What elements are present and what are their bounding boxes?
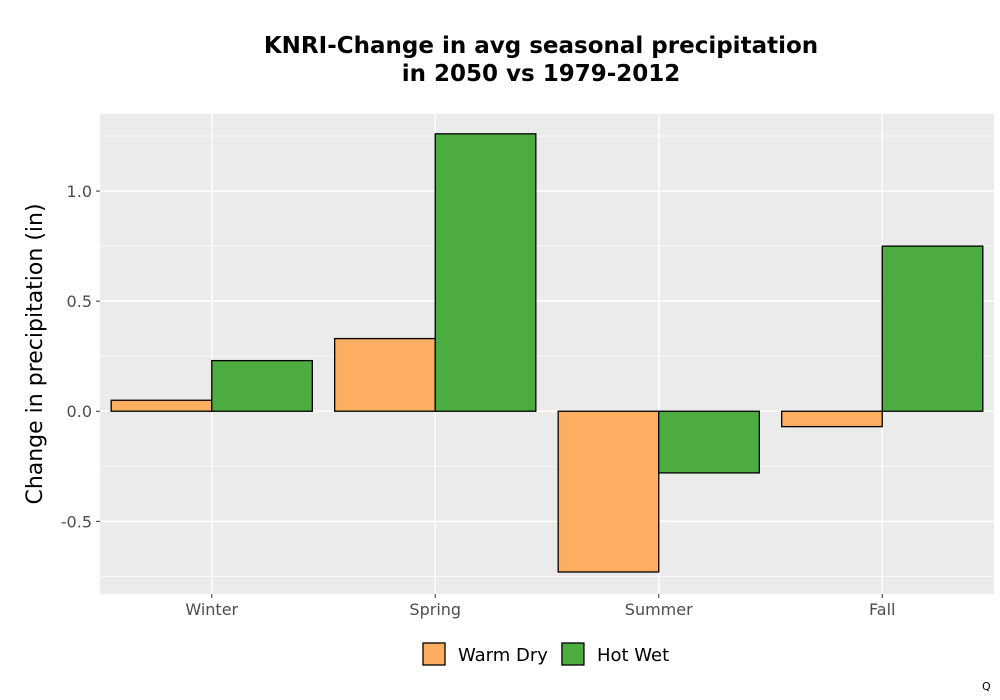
bar-fall-0 bbox=[781, 410, 883, 428]
chart-title-line-2: in 2050 vs 1979-2012 bbox=[402, 61, 681, 87]
y-tick-label: -0.5 bbox=[61, 512, 92, 531]
x-tick-label: Winter bbox=[185, 600, 238, 619]
legend-swatch bbox=[422, 642, 446, 666]
y-tick-label: 0.0 bbox=[67, 402, 92, 421]
x-tick-label: Summer bbox=[625, 600, 693, 619]
bar-spring-0 bbox=[334, 337, 436, 412]
plot-panel bbox=[100, 114, 994, 594]
legend-label: Warm Dry bbox=[458, 645, 548, 666]
chart-title: KNRI-Change in avg seasonal precipitatio… bbox=[264, 33, 818, 87]
legend-label: Hot Wet bbox=[597, 645, 669, 666]
bars bbox=[110, 133, 984, 573]
y-axis-title: Change in precipitation (in) bbox=[23, 203, 48, 504]
y-axis-ticks: -0.5 0.0 0.5 1.0 bbox=[61, 182, 100, 531]
y-tick-label: 0.5 bbox=[67, 292, 92, 311]
bar-spring-1 bbox=[434, 133, 537, 412]
bar-winter-0 bbox=[110, 399, 213, 412]
x-axis-ticks: Winter Spring Summer Fall bbox=[185, 594, 895, 619]
corner-mark: Q bbox=[982, 680, 991, 693]
x-tick-label: Fall bbox=[869, 600, 895, 619]
bar-summer-1 bbox=[658, 410, 760, 474]
legend: Warm Dry Hot Wet bbox=[422, 642, 669, 666]
bar-summer-0 bbox=[557, 410, 660, 573]
bar-winter-1 bbox=[211, 359, 313, 412]
chart-title-line-1: KNRI-Change in avg seasonal precipitatio… bbox=[264, 33, 818, 59]
legend-swatch bbox=[561, 642, 585, 666]
y-tick-label: 1.0 bbox=[67, 182, 92, 201]
x-tick-label: Spring bbox=[409, 600, 461, 619]
bar-fall-1 bbox=[881, 245, 984, 412]
